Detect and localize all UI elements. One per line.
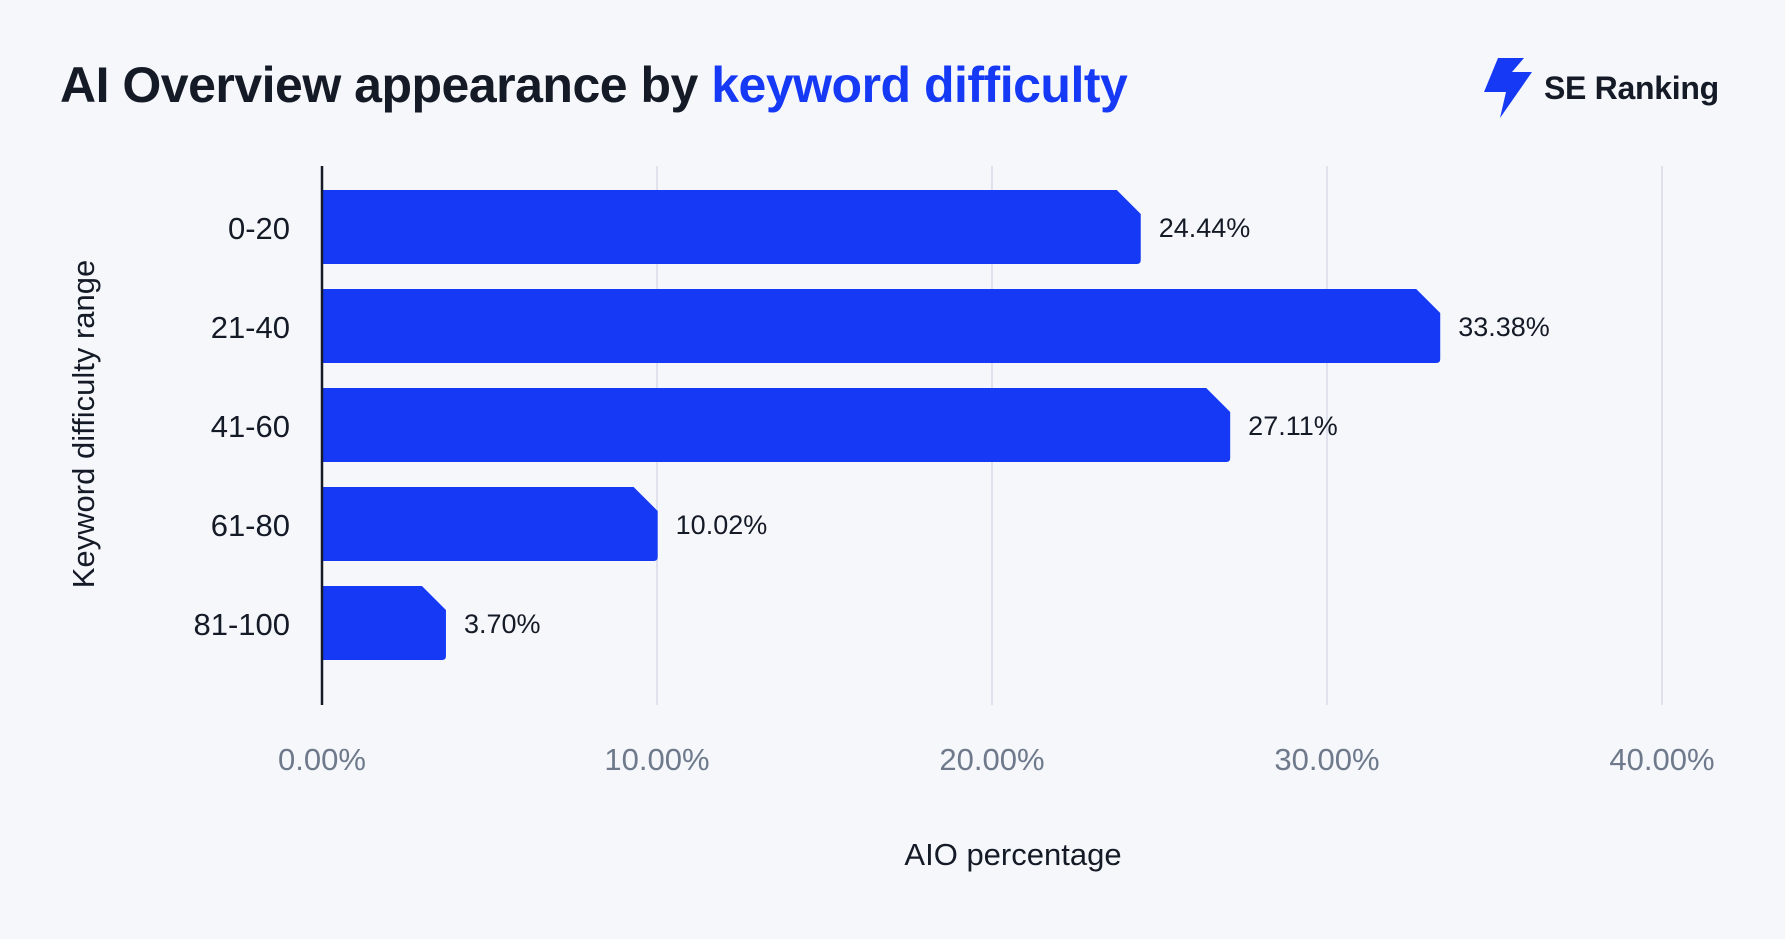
x-tick-label: 40.00%	[1609, 742, 1714, 777]
bar	[322, 586, 446, 660]
category-label: 81-100	[193, 607, 290, 642]
x-tick-label: 10.00%	[604, 742, 709, 777]
bar	[322, 190, 1141, 264]
category-label: 21-40	[211, 310, 290, 345]
y-axis-title: Keyword difficulty range	[66, 259, 101, 589]
se-ranking-logo-icon	[1484, 58, 1532, 118]
data-label: 10.02%	[676, 510, 768, 540]
x-tick-label: 20.00%	[939, 742, 1044, 777]
x-tick-label: 30.00%	[1274, 742, 1379, 777]
bar	[322, 388, 1231, 462]
category-label: 61-80	[211, 508, 290, 543]
data-label: 24.44%	[1159, 213, 1251, 243]
data-label: 33.38%	[1458, 312, 1550, 342]
category-label: 0-20	[228, 211, 290, 246]
data-label: 3.70%	[464, 609, 541, 639]
bar	[322, 487, 658, 561]
data-label: 27.11%	[1248, 411, 1338, 441]
bar	[322, 289, 1441, 363]
brand-logo: SE Ranking	[1478, 58, 1719, 118]
category-label: 41-60	[211, 409, 290, 444]
x-tick-label: 0.00%	[278, 742, 366, 777]
chart-title: AI Overview appearance by keyword diffic…	[60, 56, 1128, 114]
chart-title-accent: keyword difficulty	[711, 57, 1128, 113]
x-axis-title: AIO percentage	[904, 837, 1122, 872]
brand-name: SE Ranking	[1544, 69, 1719, 106]
chart-title-main: AI Overview appearance by	[60, 57, 712, 113]
